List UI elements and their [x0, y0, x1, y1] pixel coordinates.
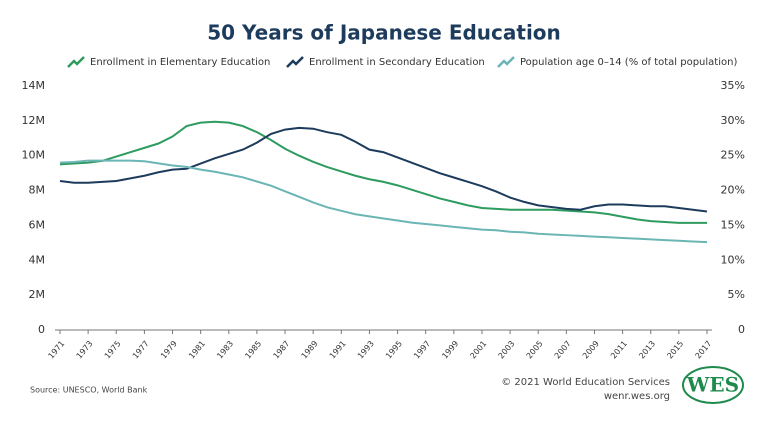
x-tick-label: 2009: [581, 339, 601, 360]
y-tick-label: 10M: [22, 149, 46, 162]
y-tick-label: 4M: [29, 253, 46, 266]
x-tick-label: 1981: [187, 339, 207, 360]
series-line: [59, 120, 707, 224]
y2-tick-label: 30%: [721, 114, 745, 127]
y2-tick-label: 0: [738, 323, 745, 336]
copyright: © 2021 World Education Services: [501, 377, 670, 388]
y2-tick-label: 10%: [721, 253, 745, 266]
x-tick-label: 2001: [468, 339, 488, 360]
x-tick-label: 1975: [103, 339, 123, 360]
legend-icon: [67, 56, 85, 68]
legend-label: Population age 0–14 (% of total populati…: [520, 57, 737, 68]
y-tick-label: 14M: [22, 79, 46, 92]
y-tick-label: 2M: [29, 288, 46, 301]
legend-label: Enrollment in Secondary Education: [309, 57, 485, 68]
x-tick-label: 1985: [243, 339, 263, 360]
x-tick-label: 2017: [693, 339, 713, 360]
x-tick-label: 2007: [553, 339, 573, 360]
x-tick-label: 1977: [131, 339, 151, 360]
source: Source: UNESCO, World Bank: [30, 386, 148, 395]
x-tick-label: 1979: [159, 339, 179, 360]
y2-tick-label: 25%: [721, 149, 745, 162]
legend-label: Enrollment in Elementary Education: [90, 57, 270, 68]
logo-ring: [682, 366, 744, 404]
x-tick-label: 2011: [609, 339, 629, 360]
y2-tick-label: 5%: [728, 288, 745, 301]
y2-tick-label: 15%: [721, 218, 745, 231]
x-tick-label: 1971: [46, 339, 66, 360]
x-tick-label: 1991: [328, 339, 348, 360]
y-tick-label: 0: [38, 323, 45, 336]
x-tick-label: 1993: [356, 339, 376, 360]
series-line: [59, 159, 708, 244]
x-tick-label: 1987: [272, 339, 292, 360]
y2-tick-label: 20%: [721, 184, 745, 197]
url: wenr.wes.org: [604, 391, 670, 402]
x-tick-label: 1997: [412, 339, 432, 360]
x-tick-label: 2013: [637, 339, 657, 360]
x-tick-label: 1983: [215, 339, 235, 360]
x-tick-label: 1999: [440, 339, 460, 360]
y-tick-label: 12M: [22, 114, 46, 127]
chart-title: 50 Years of Japanese Education: [207, 21, 561, 45]
x-tick-label: 2005: [525, 339, 545, 360]
legend-icon: [497, 56, 515, 68]
y2-tick-label: 35%: [721, 79, 745, 92]
series-line: [59, 126, 708, 213]
y-tick-label: 6M: [29, 218, 46, 231]
y-tick-label: 8M: [29, 184, 46, 197]
x-tick-label: 1973: [75, 339, 95, 360]
legend-icon: [286, 56, 304, 68]
x-tick-label: 2015: [665, 339, 685, 360]
x-tick-label: 1989: [300, 339, 320, 360]
logo: WES: [686, 373, 739, 397]
x-tick-label: 1995: [384, 339, 404, 360]
x-tick-label: 2003: [497, 339, 517, 360]
